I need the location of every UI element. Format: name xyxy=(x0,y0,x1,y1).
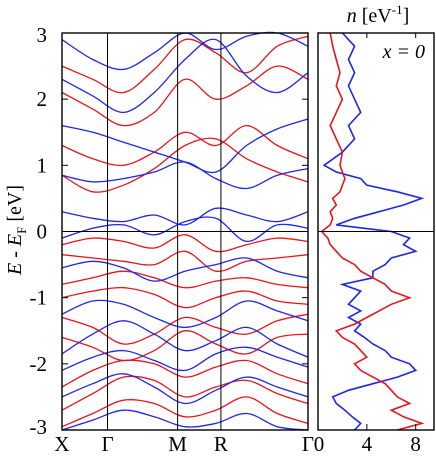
energy-tick-label: 0 xyxy=(37,220,48,244)
kpoint-label: R xyxy=(214,432,228,456)
energy-tick-label: -1 xyxy=(30,286,48,310)
red-band-line xyxy=(61,137,309,193)
red-dos-curve xyxy=(320,32,425,431)
red-band-line xyxy=(61,65,309,127)
energy-axis-label: E - EF [eV] xyxy=(4,185,29,276)
blue-band-line xyxy=(61,161,309,190)
dos-panel: 0 4 8 n [eV-1] x = 0 xyxy=(314,2,435,456)
blue-band-line xyxy=(61,216,309,243)
kpoint-label: X xyxy=(54,432,69,456)
red-band-line xyxy=(61,359,309,388)
dos-panel-frame xyxy=(317,32,435,431)
composition-annotation: x = 0 xyxy=(382,41,425,63)
red-band-line xyxy=(61,313,309,345)
kpoint-label: M xyxy=(168,432,187,456)
red-band-line xyxy=(61,286,309,309)
red-band-line xyxy=(61,35,309,94)
red-band-line xyxy=(61,330,309,362)
dos-tick-label: 4 xyxy=(362,432,373,456)
energy-tick-label: -2 xyxy=(30,352,48,376)
red-band-line xyxy=(61,250,309,273)
blue-band-line xyxy=(61,299,309,329)
blue-band-line xyxy=(61,320,309,358)
energy-tick-label: 1 xyxy=(37,153,48,177)
band-structure-panel: -3 -2 -1 0 1 2 3 X Γ M R Γ E - EF [eV] xyxy=(4,23,314,456)
dos-tick-label: 8 xyxy=(410,432,421,456)
energy-axis-ticks: -3 -2 -1 0 1 2 3 xyxy=(30,23,308,439)
red-band-line xyxy=(61,375,309,411)
annotation-background xyxy=(366,38,428,64)
dos-axis-ticks: 0 4 8 xyxy=(314,33,421,456)
red-band-line xyxy=(61,124,309,167)
dos-axis-title: n [eV-1] xyxy=(347,2,410,27)
red-band-line xyxy=(61,396,309,428)
dos-tick-label: 0 xyxy=(314,432,325,456)
blue-band-line xyxy=(61,409,309,431)
blue-band-line xyxy=(61,38,309,114)
blue-band-line xyxy=(61,207,309,226)
dos-curves xyxy=(320,32,425,431)
kpoint-label: Γ xyxy=(101,432,113,456)
blue-band-line xyxy=(61,373,309,405)
blue-band-line xyxy=(61,257,309,282)
blue-band-line xyxy=(61,346,309,372)
red-band-line xyxy=(61,234,309,253)
energy-tick-label: -3 xyxy=(30,415,48,439)
red-band-line xyxy=(61,270,309,289)
kpoint-label: Γ xyxy=(302,432,314,456)
energy-tick-label: 2 xyxy=(37,87,48,111)
energy-tick-label: 3 xyxy=(37,23,48,47)
blue-dos-curve xyxy=(322,32,425,431)
blue-band-line xyxy=(61,118,309,174)
